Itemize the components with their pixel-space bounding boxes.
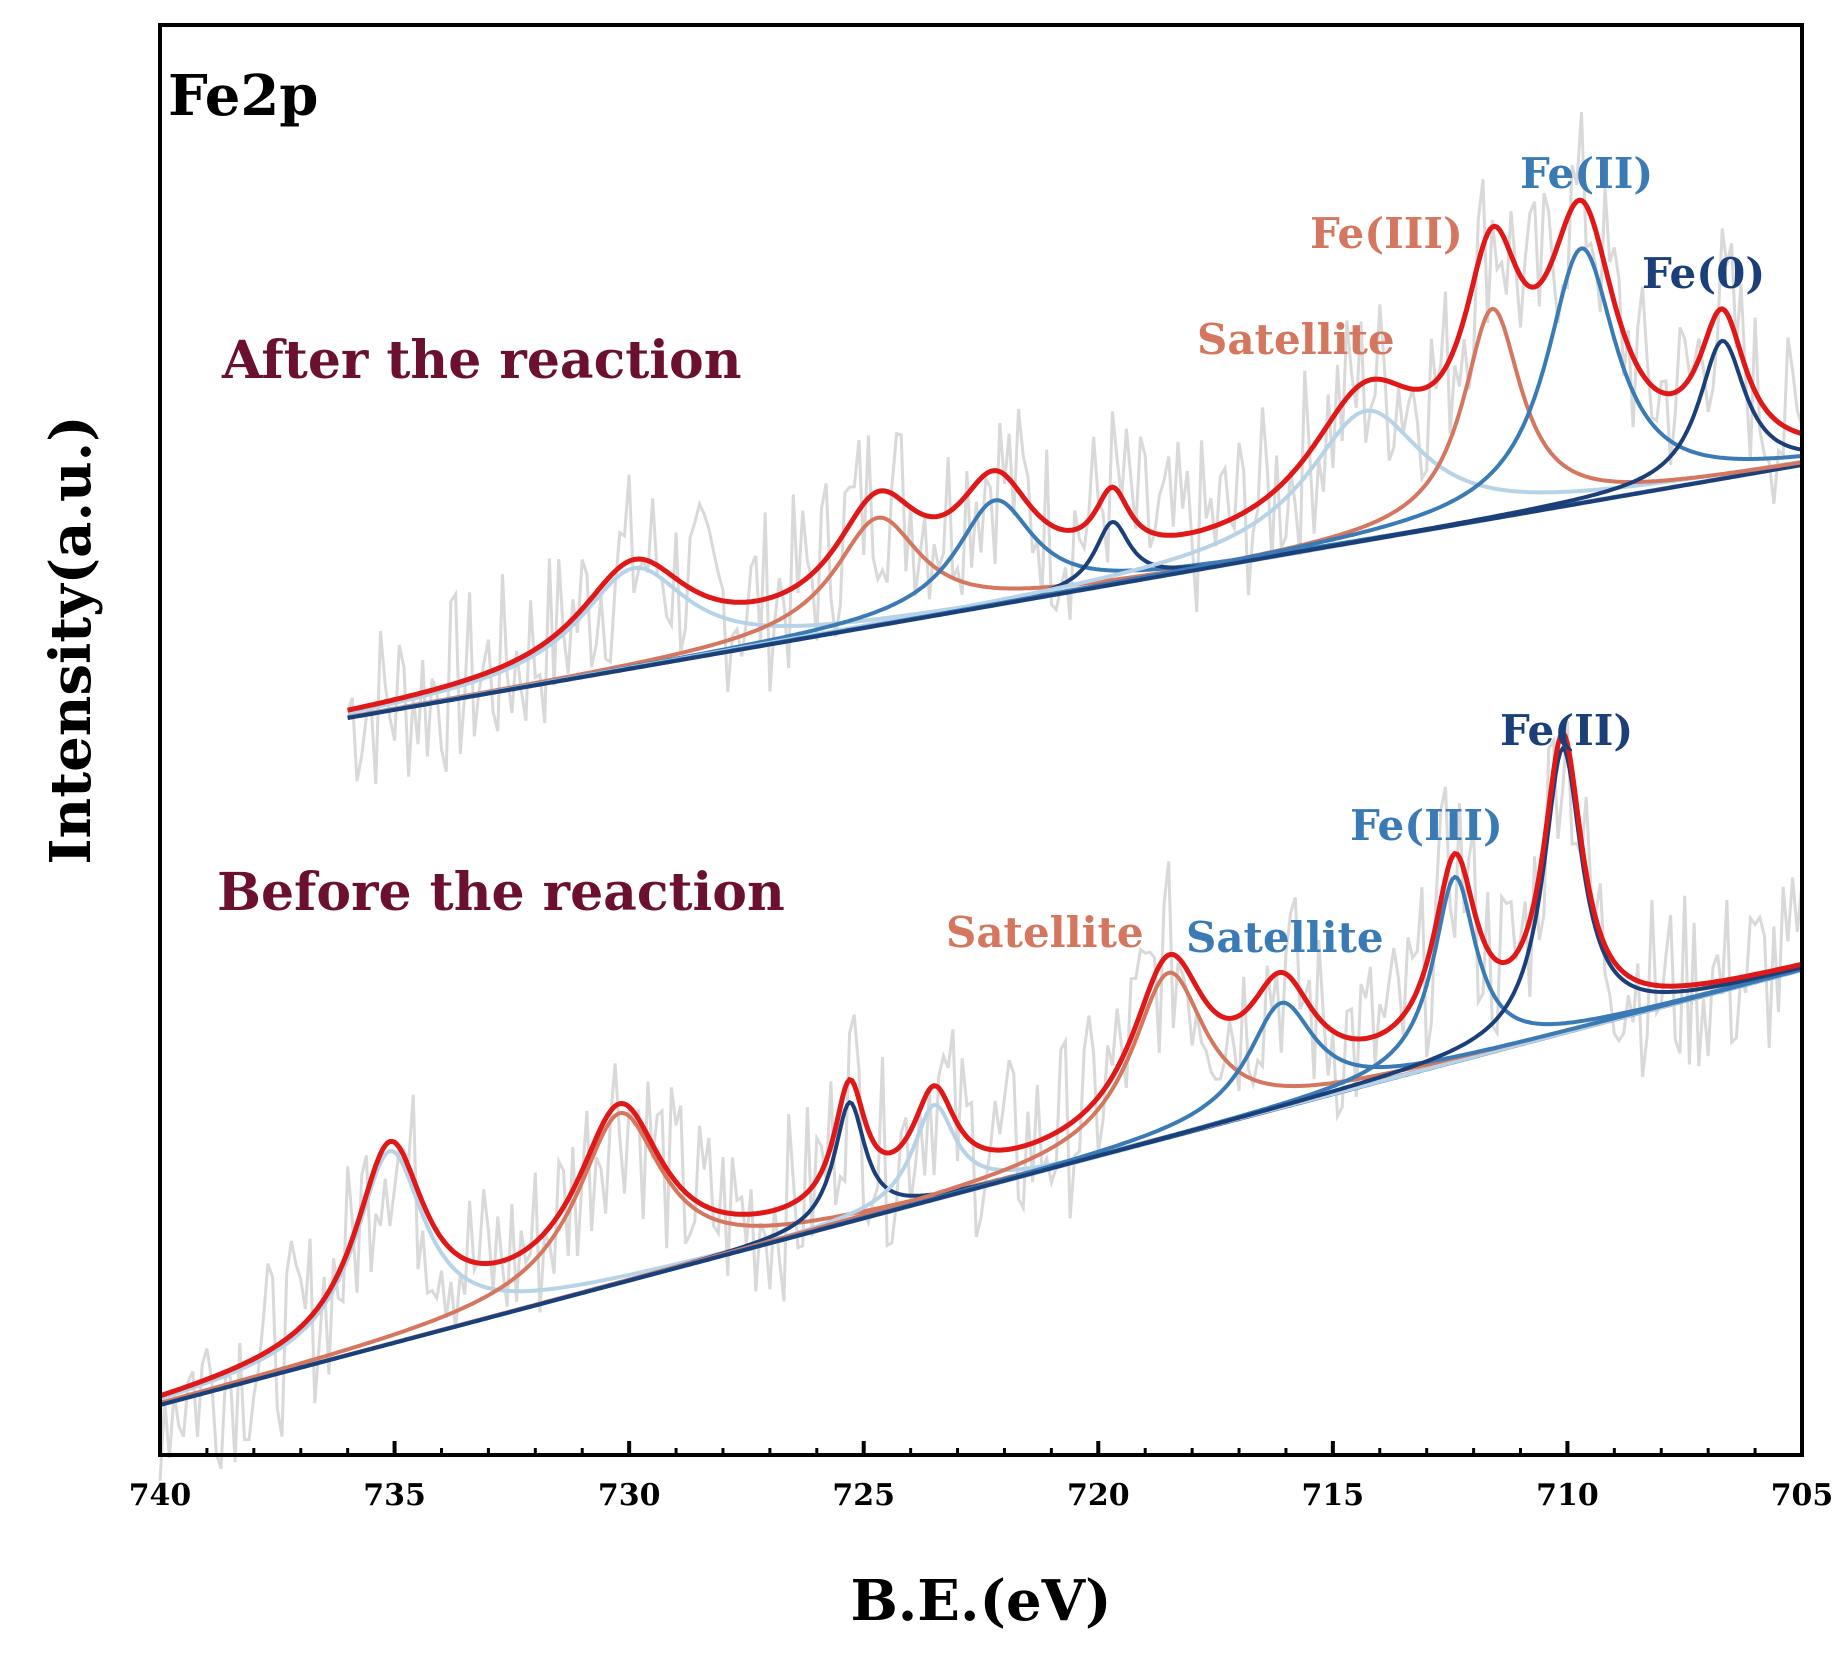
- peak-label-before-fe-ii: Fe(II): [1500, 706, 1633, 755]
- x-tick-label: 740: [129, 1478, 192, 1513]
- component-peak-0-7: [347, 338, 1803, 720]
- component-peak-1-7: [159, 745, 1803, 1407]
- peak-label-after-satellite: Satellite: [1197, 315, 1395, 364]
- x-axis-title: B.E.(eV): [850, 1568, 1111, 1634]
- envelope-1: [159, 729, 1803, 1399]
- x-tick-label: 705: [1771, 1478, 1834, 1513]
- spectrum-label-after: After the reaction: [221, 330, 742, 391]
- x-tick-label: 710: [1536, 1478, 1599, 1513]
- x-axis-ticks: 740 735 730 725 720 715 710 705: [129, 1441, 1834, 1513]
- raw-spectrum-0: [346, 112, 1804, 785]
- fit-curves-layer: [159, 197, 1803, 1407]
- raw-spectrum-1: [158, 720, 1804, 1481]
- peak-label-after-fe-0: Fe(0): [1642, 249, 1765, 298]
- envelope-0: [347, 197, 1803, 713]
- panel-title: Fe2p: [168, 63, 318, 129]
- x-tick-label: 720: [1067, 1478, 1130, 1513]
- peak-label-before-fe-iii: Fe(III): [1350, 801, 1503, 850]
- peak-label-before-satellite-2: Satellite: [1186, 913, 1384, 962]
- peak-label-before-satellite-1: Satellite: [946, 908, 1144, 957]
- spectrum-label-before: Before the reaction: [217, 862, 785, 923]
- x-tick-label: 730: [598, 1478, 661, 1513]
- peak-label-after-fe-ii: Fe(II): [1520, 149, 1653, 198]
- peak-label-after-fe-iii: Fe(III): [1310, 209, 1463, 258]
- plot-frame: [158, 23, 1804, 1457]
- x-tick-label: 735: [363, 1478, 426, 1513]
- y-axis-title: Intensity(a.u.): [38, 415, 104, 864]
- x-tick-label: 715: [1302, 1478, 1365, 1513]
- x-tick-label: 725: [832, 1478, 895, 1513]
